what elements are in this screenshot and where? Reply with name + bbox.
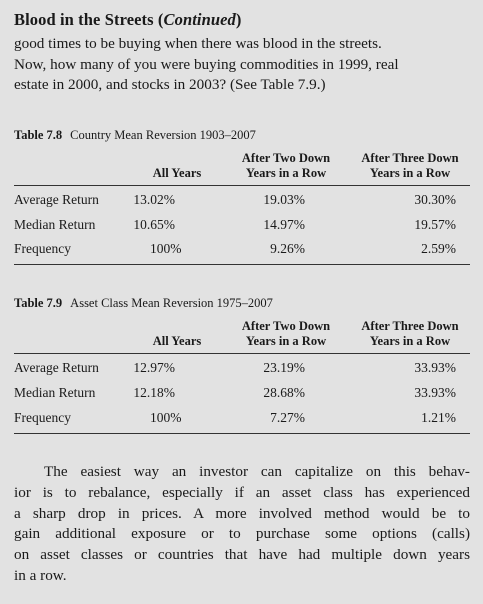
column-header-three-down: After Three Down Years in a Row <box>361 319 459 348</box>
table-cell: 33.93% <box>414 385 456 400</box>
table-rule <box>14 185 470 186</box>
table-cell: 9.26% <box>270 241 305 256</box>
table-rule <box>14 353 470 354</box>
table-cell: 33.93% <box>414 360 456 375</box>
table-cell: 12.97% <box>133 360 175 375</box>
body-line: a sharp drop in prices. A more involved … <box>14 504 470 522</box>
column-header-all-years: All Years <box>152 166 202 180</box>
table-cell: 7.27% <box>270 410 305 425</box>
row-label: Frequency <box>14 241 71 256</box>
table-cell: 2.59% <box>421 241 456 256</box>
table-cell: 12.18% <box>133 385 175 400</box>
section-heading: Blood in the Streets (Continued) <box>14 10 242 29</box>
intro-line: estate in 2000, and stocks in 2003? (See… <box>14 76 326 93</box>
table-cell: 28.68% <box>263 385 305 400</box>
table-cell: 1.21% <box>421 410 456 425</box>
body-line: on asset classes or countries that have … <box>14 546 470 564</box>
column-header-three-down: After Three Down Years in a Row <box>361 151 459 180</box>
column-header-two-down: After Two Down Years in a Row <box>241 151 331 180</box>
table-rule <box>14 264 470 265</box>
body-paragraph: The easiest way an investor can capitali… <box>14 462 470 587</box>
body-line: in a row. <box>14 566 67 584</box>
row-label: Average Return <box>14 192 99 207</box>
row-label: Median Return <box>14 217 96 232</box>
table-caption: Table 7.9 Asset Class Mean Reversion 1975… <box>14 296 273 310</box>
table-caption: Table 7.8 Country Mean Reversion 1903–200… <box>14 128 256 142</box>
column-header-two-down: After Two Down Years in a Row <box>241 319 331 348</box>
table-cell: 19.57% <box>414 217 456 232</box>
intro-paragraph: good times to be buying when there was b… <box>14 34 474 96</box>
table-cell: 100% <box>150 241 182 256</box>
table-rule <box>14 433 470 434</box>
body-line: ior is to rebalance, especially if an as… <box>14 483 470 501</box>
intro-line: good times to be buying when there was b… <box>14 35 382 52</box>
column-header-all-years: All Years <box>152 334 202 348</box>
row-label: Average Return <box>14 360 99 375</box>
table-cell: 30.30% <box>414 192 456 207</box>
table-cell: 19.03% <box>263 192 305 207</box>
body-line: The easiest way an investor can capitali… <box>44 463 470 480</box>
table-cell: 14.97% <box>263 217 305 232</box>
row-label: Median Return <box>14 385 96 400</box>
body-line: gain additional exposure or to purchase … <box>14 525 470 543</box>
table-cell: 10.65% <box>133 217 175 232</box>
table-cell: 100% <box>150 410 182 425</box>
intro-line: Now, how many of you were buying commodi… <box>14 55 399 73</box>
table-cell: 13.02% <box>133 192 175 207</box>
row-label: Frequency <box>14 410 71 425</box>
table-cell: 23.19% <box>263 360 305 375</box>
